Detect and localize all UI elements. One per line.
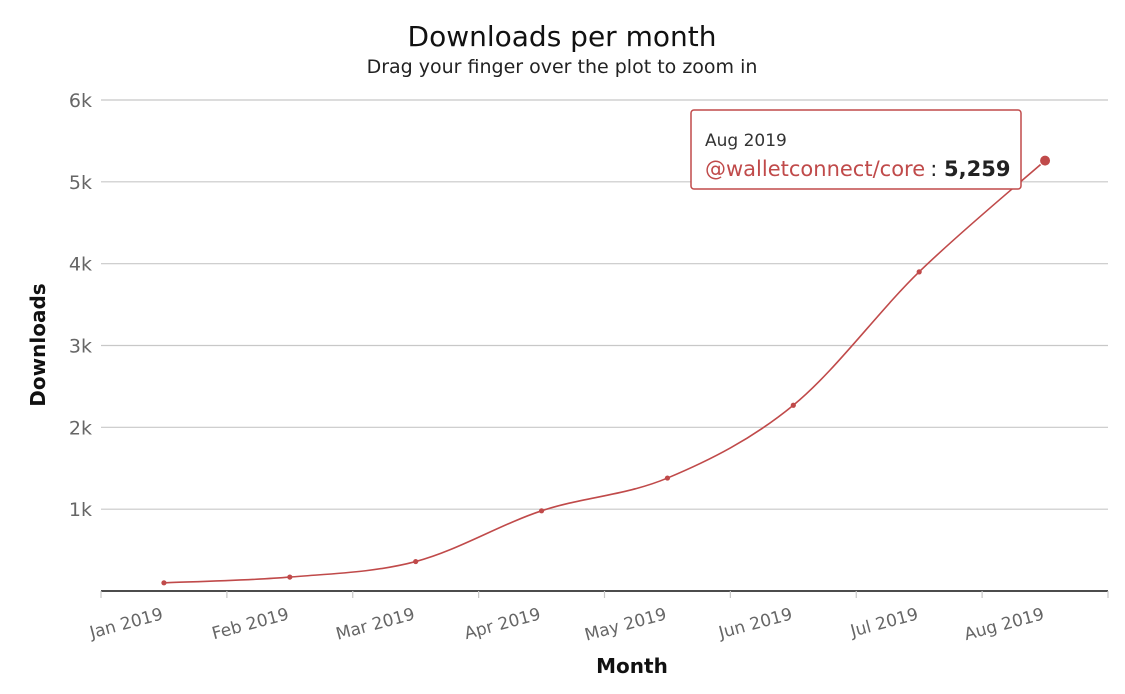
chart-title: Downloads per month [408,20,717,53]
y-tick-label: 4k [69,254,92,276]
data-point[interactable] [664,475,671,481]
y-tick-label: 5k [69,172,92,194]
data-point[interactable] [287,574,293,580]
x-axis-ticks: Jan 2019 Feb 2019 Mar 2019 Apr 2019 May 2019… [87,605,1047,646]
y-axis-ticks: 1k 2k 3k 4k 5k 6k [69,90,92,521]
y-tick-label: 1k [69,499,92,521]
y-tick-label: 2k [69,417,92,439]
data-point-highlighted[interactable] [1039,154,1052,167]
data-point[interactable] [790,402,796,408]
chart-subtitle: Drag your finger over the plot to zoom i… [367,56,758,78]
x-tick-label: Feb 2019 [210,605,291,645]
tooltip-box [690,109,1022,190]
y-tick-label: 3k [69,336,92,358]
x-tick-label: Jul 2019 [848,605,921,642]
tooltip: Aug 2019 @walletconnect/core : 5,259 [690,109,1022,190]
data-point[interactable] [538,508,545,514]
data-point[interactable] [916,269,922,275]
tooltip-series-name: @walletconnect/core [705,157,925,181]
y-tick-label: 6k [69,90,92,112]
x-tick-label: Apr 2019 [462,605,543,645]
series-line[interactable] [163,160,1046,584]
tooltip-value: 5,259 [944,157,1010,181]
data-point[interactable] [161,580,167,586]
x-tick-label: Aug 2019 [962,605,1046,646]
x-tick-label: Jun 2019 [716,605,795,644]
x-axis [100,590,1109,598]
tooltip-separator: : [930,157,944,181]
x-tick-label: May 2019 [583,605,669,646]
y-axis-title: Downloads [26,283,50,406]
data-point[interactable] [413,558,419,565]
series-points[interactable] [161,154,1052,586]
tooltip-value-line: @walletconnect/core : 5,259 [705,157,1010,181]
tooltip-date: Aug 2019 [705,131,787,151]
series-line-path[interactable] [163,160,1046,584]
x-tick-label: Jan 2019 [87,605,165,644]
x-tick-label: Mar 2019 [334,605,417,645]
grid-lines [101,99,1108,510]
x-axis-title: Month [596,654,668,678]
